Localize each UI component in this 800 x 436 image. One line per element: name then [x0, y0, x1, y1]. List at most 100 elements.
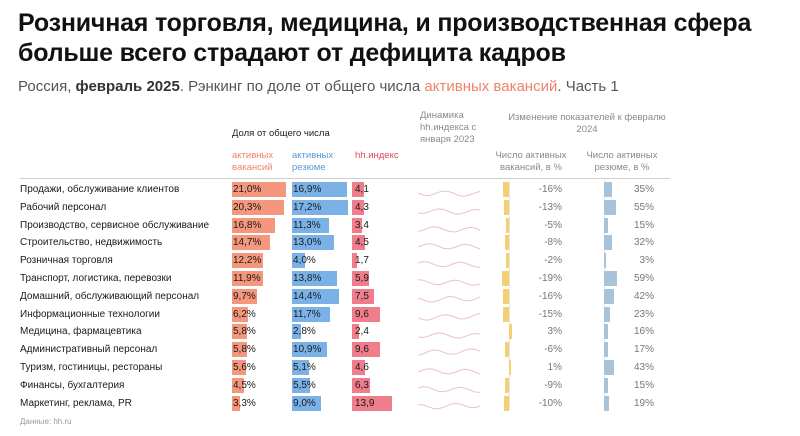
zero-axis-vacancies: [509, 180, 510, 410]
bar-vacancies: [232, 306, 248, 322]
category-label: Домашний, обслуживающий персонал: [20, 290, 200, 302]
sparkline-svg: [417, 225, 481, 233]
value-resumes: 2,8%: [293, 326, 316, 338]
bar-change-vacancies: [503, 199, 509, 215]
value-vacancies: 5,6%: [233, 362, 256, 373]
subtitle-suffix: . Часть 1: [557, 78, 619, 95]
sparkline-svg: [417, 295, 481, 303]
header-hh-index: hh.индекс: [355, 150, 399, 161]
value-vacancies: 11,9%: [233, 273, 261, 284]
value-resumes: 11,3%: [293, 219, 321, 231]
value-vacancies: 14,7%: [233, 237, 262, 249]
value-resumes: 17,2%: [293, 201, 322, 213]
value-hh-index: 9,6: [355, 308, 369, 320]
category-label: Строительство, недвижимость: [20, 237, 163, 249]
bar-vacancies: [232, 288, 257, 304]
value-change-vacancies: 1%: [547, 362, 562, 373]
bar-resumes: [292, 199, 348, 215]
value-resumes: 14,4%: [293, 290, 322, 302]
bar-change-resumes: [604, 324, 609, 340]
value-change-vacancies: -13%: [538, 201, 562, 213]
value-change-vacancies: -8%: [544, 237, 562, 249]
header-rule: [20, 178, 670, 179]
value-hh-index: 4,6: [355, 362, 369, 373]
bar-hh-index: [352, 342, 380, 358]
value-hh-index: 6,3: [355, 379, 369, 391]
bar-resumes: [292, 395, 322, 411]
value-change-resumes: 17%: [633, 344, 654, 356]
sparkline-svg: [417, 368, 481, 375]
value-hh-index: 7,5: [355, 290, 369, 302]
value-change-vacancies: -10%: [538, 397, 562, 409]
header-change-vacancies: Число активных вакансий, в %: [495, 150, 567, 173]
value-vacancies: 4,5%: [233, 379, 256, 391]
header-dynamics: Динамика hh.индекса с января 2023: [420, 110, 477, 145]
value-vacancies: 3,3%: [233, 397, 256, 409]
value-hh-index: 3,4: [355, 219, 369, 231]
category-label: Розничная торговля: [20, 255, 113, 267]
value-resumes: 4,0%: [293, 255, 316, 267]
bar-change-resumes: [604, 360, 614, 375]
value-change-resumes: 55%: [633, 201, 654, 213]
bar-resumes: [292, 377, 310, 393]
value-vacancies: 9,7%: [233, 290, 256, 302]
sparkline-svg: [417, 261, 481, 269]
bar-change-resumes: [604, 288, 614, 304]
value-vacancies: 12,2%: [233, 255, 262, 267]
bar-hh-index: [352, 306, 380, 322]
bar-hh-index: [352, 253, 357, 269]
sparkline-hh-index: [417, 274, 481, 286]
subtitle-prefix: Россия,: [18, 78, 76, 95]
sparkline-svg: [417, 332, 481, 339]
bar-resumes: [292, 324, 302, 340]
value-change-vacancies: 3%: [547, 326, 562, 338]
bar-change-vacancies: [504, 377, 509, 393]
bar-vacancies: [232, 199, 285, 215]
bar-vacancies: [232, 360, 247, 375]
sparkline-svg: [417, 312, 481, 321]
value-resumes: 5,5%: [293, 379, 316, 391]
value-change-resumes: 59%: [633, 273, 654, 284]
sparkline-svg: [417, 243, 481, 250]
value-vacancies: 5,8%: [233, 326, 256, 338]
chart-subtitle: Россия, февраль 2025. Рэнкинг по доле от…: [18, 78, 788, 95]
bar-vacancies: [232, 395, 241, 411]
sparkline-hh-index: [417, 381, 481, 393]
bar-hh-index: [352, 199, 365, 215]
category-label: Административный персонал: [20, 344, 158, 356]
sparkline-hh-index: [417, 327, 481, 339]
sparkline-hh-index: [417, 310, 481, 321]
header-resumes: активных резюме: [292, 150, 334, 173]
sparkline-hh-index: [417, 399, 481, 409]
value-change-resumes: 32%: [633, 237, 654, 249]
bar-vacancies: [232, 253, 264, 269]
bar-change-resumes: [604, 217, 609, 233]
sparkline-svg: [417, 190, 481, 197]
value-change-vacancies: -2%: [544, 255, 562, 267]
bar-change-vacancies: [505, 342, 509, 358]
subtitle-middle: . Рэнкинг по доле от общего числа: [179, 78, 425, 95]
subtitle-date: февраль 2025: [75, 78, 180, 95]
sparkline-svg: [417, 385, 481, 393]
category-label: Туризм, гостиницы, рестораны: [20, 362, 163, 373]
value-vacancies: 20,3%: [233, 201, 262, 213]
value-hh-index: 5,9: [355, 273, 369, 284]
value-change-resumes: 43%: [633, 362, 654, 373]
bar-vacancies: [232, 217, 276, 233]
category-label: Продажи, обслуживание клиентов: [20, 184, 180, 195]
bar-vacancies: [232, 235, 270, 251]
bar-resumes: [292, 271, 337, 286]
bar-resumes: [292, 288, 339, 304]
category-label: Информационные технологии: [20, 308, 160, 320]
bar-resumes: [292, 360, 309, 375]
value-change-resumes: 42%: [633, 290, 654, 302]
category-label: Финансы, бухгалтерия: [20, 379, 125, 391]
value-resumes: 9,0%: [293, 397, 316, 409]
sparkline-hh-index: [417, 363, 481, 375]
value-change-vacancies: -16%: [538, 184, 562, 195]
bar-hh-index: [352, 182, 364, 197]
sparkline-hh-index: [417, 345, 481, 357]
value-change-resumes: 35%: [633, 184, 654, 195]
bar-resumes: [292, 235, 335, 251]
bar-change-resumes: [604, 235, 612, 251]
